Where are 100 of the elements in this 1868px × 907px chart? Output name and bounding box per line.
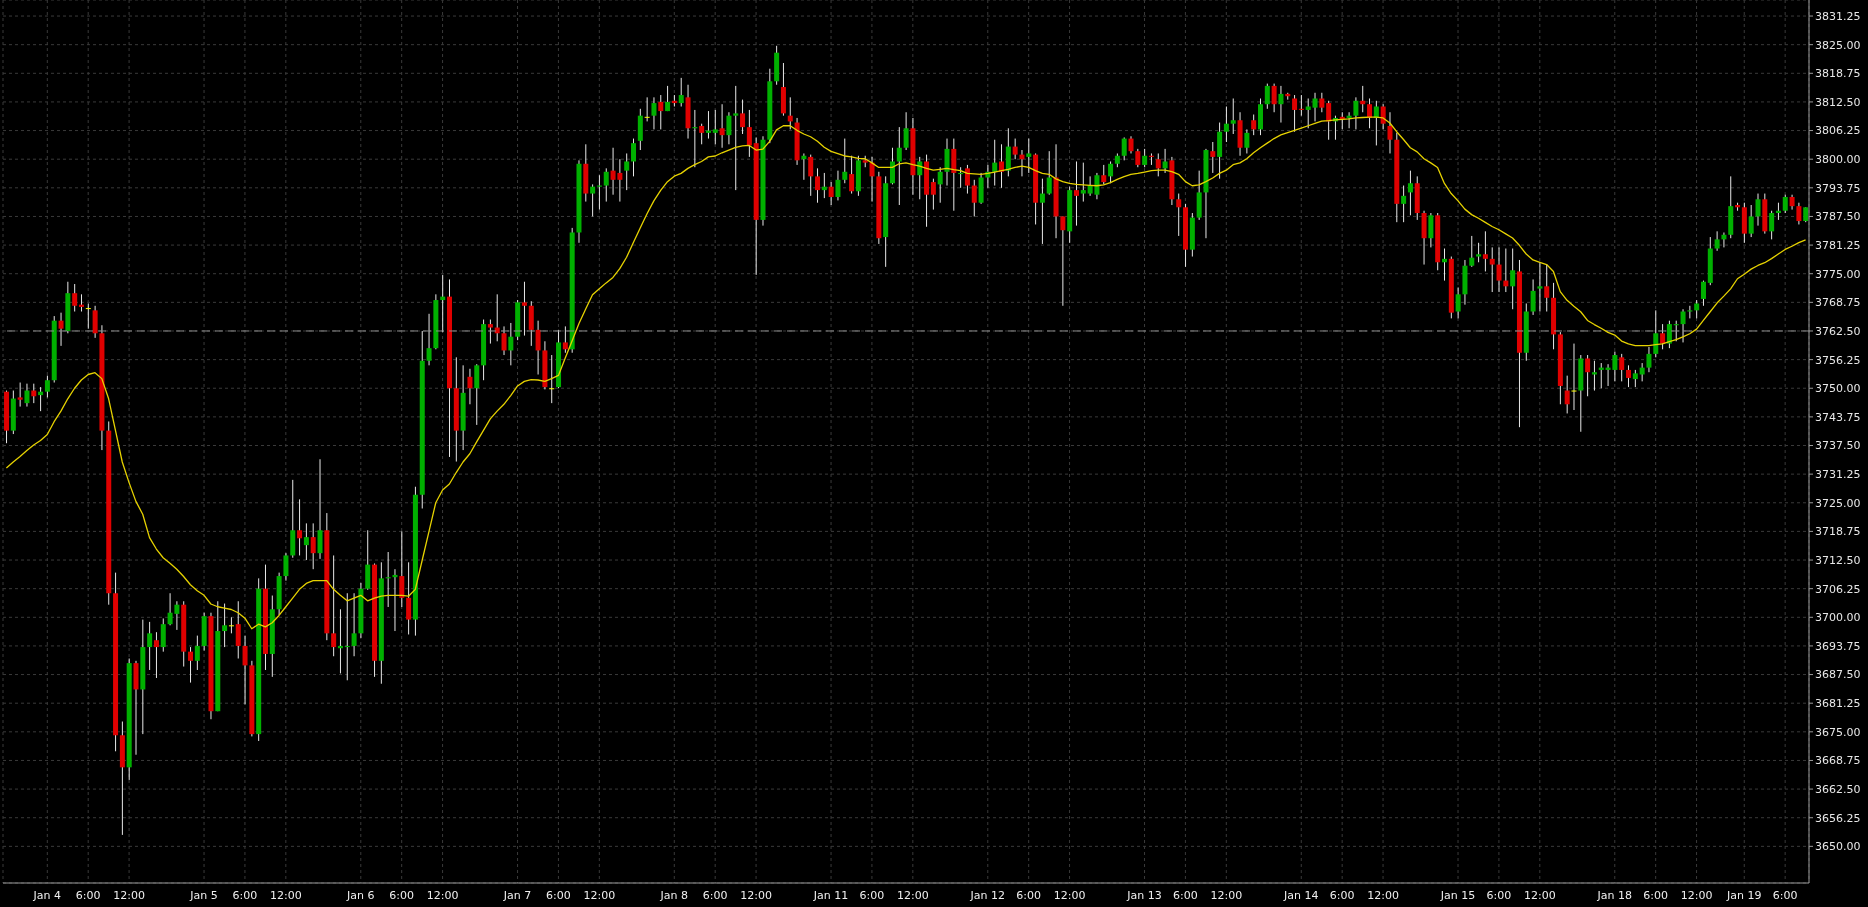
y-tick-label: 3693.75 [1815,639,1861,653]
candlestick [849,155,855,195]
candlestick [658,94,664,130]
candlestick [1455,286,1461,319]
candlestick [92,305,98,339]
candlestick [1012,138,1018,160]
candlestick [535,320,541,375]
y-tick-label: 3800.00 [1815,153,1861,167]
candlestick [562,325,568,354]
candlestick [719,103,725,149]
candlestick [971,179,977,217]
candlestick [1537,261,1543,313]
x-tick-label: Jan 12 [969,888,1006,902]
candlestick [1769,210,1775,240]
candlestick [303,522,309,561]
candlestick [508,322,514,366]
candlestick [1571,343,1577,411]
x-tick-label: 6:00 [75,888,101,902]
candlestick [1278,85,1284,124]
candlestick [153,631,159,679]
y-tick-label: 3675.00 [1815,725,1861,739]
candlestick [1626,364,1632,388]
x-tick-label: 6:00 [546,888,571,902]
y-tick-label: 3806.25 [1815,124,1861,138]
candlestick [712,109,718,145]
candlestick [44,375,50,398]
candlestick [1694,299,1700,319]
candlestick [699,123,705,145]
candlestick [726,111,732,145]
candlestick [1482,230,1488,272]
candlestick [917,156,923,200]
y-tick-label: 3656.25 [1815,811,1861,825]
candlestick [1135,148,1141,168]
x-tick-label: Jan 6 [346,888,375,902]
candlestick [1264,83,1270,110]
candlestick [1796,202,1802,225]
x-tick-label: Jan 5 [189,888,218,902]
x-tick-label: 6:00 [1329,888,1355,902]
y-tick-label: 3700.00 [1815,611,1861,625]
x-tick-label: 6:00 [702,888,728,902]
candlestick [1598,362,1604,389]
candlestick [842,138,848,184]
candlestick [242,635,248,705]
candlestick [399,530,405,608]
candlestick [487,319,493,345]
candlestick [1660,323,1666,350]
y-tick-label: 3712.50 [1815,553,1861,567]
candlestick [317,458,323,560]
candlestick [426,313,432,366]
candlestick [467,368,473,405]
x-tick-label: 12:00 [896,888,929,902]
candlestick [1782,194,1788,214]
x-tick-label: 6:00 [1016,888,1042,902]
candlestick [1619,353,1625,382]
candlestick [808,154,814,197]
candlestick [58,312,64,347]
candlestick [1353,96,1359,130]
candlestick [1210,141,1216,174]
y-tick-label: 3731.25 [1815,468,1861,482]
x-tick-label: Jan 7 [502,888,532,902]
candlestick [392,568,398,632]
x-tick-label: 6:00 [1486,888,1512,902]
candlestick [705,110,711,140]
x-tick-label: 12:00 [269,888,302,902]
candlestick [740,99,746,135]
candlestick [1251,114,1257,136]
candlestick [1469,235,1475,268]
candlestick [896,126,902,206]
candlestick [1142,148,1148,168]
x-tick-label: 12:00 [740,888,772,902]
candlestick [1666,320,1672,349]
candlestick [992,139,998,187]
candlestick [474,363,480,426]
candlestick [828,181,834,206]
x-tick-label: 6:00 [859,888,885,902]
candlestick [1060,215,1066,307]
candlestick [1230,97,1236,135]
x-tick-label: Jan 13 [1126,888,1162,902]
y-tick-label: 3818.75 [1815,67,1861,81]
candlestick [631,138,637,177]
candlestick [1121,136,1127,161]
candlestick [1653,309,1659,358]
candlestick [665,85,671,112]
candlestick [1646,346,1652,373]
candlestick [937,166,943,204]
x-tick-label: Jan 8 [659,888,689,902]
candlestick [1585,354,1591,397]
y-tick-label: 3825.00 [1815,38,1861,52]
candlestick [297,498,303,556]
candlestick [1080,162,1086,203]
candlestick [1714,230,1720,252]
candlestick [603,167,609,203]
candlestick [24,383,30,408]
candlestick [815,167,821,204]
candlestick [1489,246,1495,293]
candlestick [651,96,657,130]
y-tick-label: 3756.25 [1815,353,1861,367]
y-tick-label: 3750.00 [1815,382,1861,396]
candlestick [1176,193,1182,237]
candlestick [999,143,1005,189]
